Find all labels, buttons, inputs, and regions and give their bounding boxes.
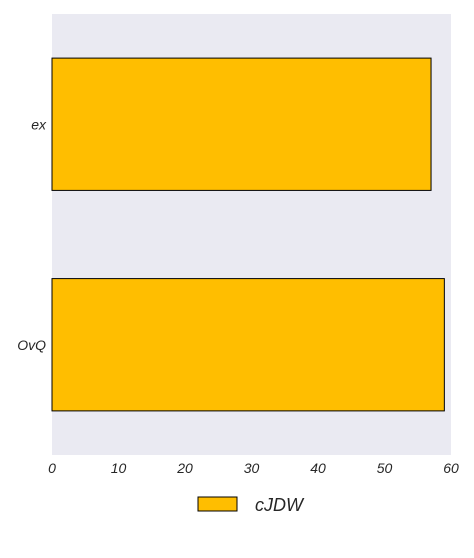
- bar-ex: [51, 57, 432, 191]
- legend: cJDW: [197, 495, 305, 515]
- x-tick-label: 20: [176, 460, 193, 476]
- x-tick-label: 10: [111, 460, 127, 476]
- bar-ovq: [51, 278, 445, 412]
- x-tick-label: 0: [48, 460, 56, 476]
- y-tick-label: OvQ: [17, 337, 46, 353]
- x-tick-label: 60: [443, 460, 459, 476]
- x-tick-label: 40: [310, 460, 326, 476]
- x-tick-label: 30: [244, 460, 260, 476]
- y-tick-labels: ex OvQ: [17, 116, 47, 353]
- bars-layer: [51, 57, 445, 412]
- x-tick-labels: 0 10 20 30 40 50 60: [48, 460, 459, 476]
- y-tick-label: ex: [31, 116, 47, 132]
- x-tick-label: 50: [377, 460, 393, 476]
- legend-swatch: [197, 496, 238, 512]
- legend-label: cJDW: [255, 495, 305, 515]
